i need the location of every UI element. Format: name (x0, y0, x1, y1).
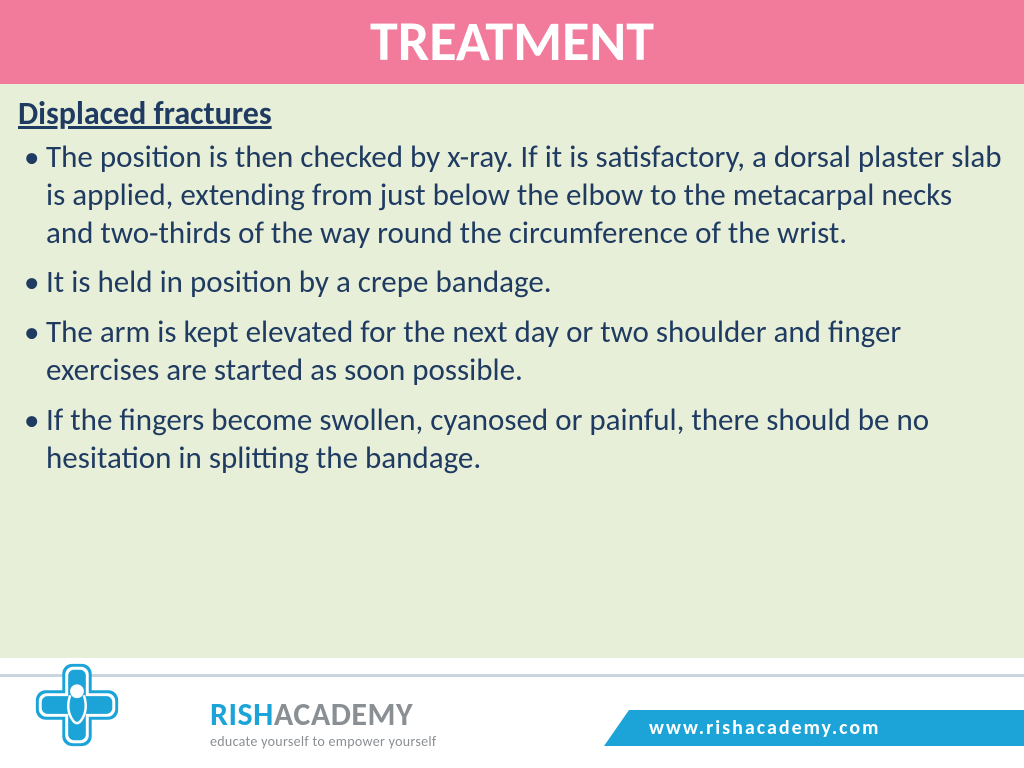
footer: RISHACADEMY educate yourself to empower … (0, 658, 1024, 768)
list-item: It is held in position by a crepe bandag… (18, 264, 1006, 302)
content-area: Displaced fractures The position is then… (0, 84, 1024, 658)
page-title: TREATMENT (370, 8, 654, 76)
footer-stripe (0, 674, 1024, 677)
brand-logo-icon (28, 656, 126, 754)
brand-logo-text: RISHACADEMY educate yourself to empower … (210, 699, 436, 750)
subheading: Displaced fractures (18, 94, 1006, 133)
website-url: www.rishacademy.com (649, 716, 880, 740)
list-item: If the fingers become swollen, cyanosed … (18, 402, 1006, 478)
brand-tagline: educate yourself to empower yourself (210, 733, 436, 750)
brand-word-2: ACADEMY (274, 695, 413, 734)
list-item: The position is then checked by x-ray. I… (18, 139, 1006, 252)
header-band: TREATMENT (0, 0, 1024, 84)
url-ribbon: www.rishacademy.com (604, 710, 1024, 746)
brand-word-1: RISH (210, 695, 274, 734)
brand-name: RISHACADEMY (210, 699, 436, 731)
list-item: The arm is kept elevated for the next da… (18, 314, 1006, 390)
bullet-list: The position is then checked by x-ray. I… (18, 139, 1006, 478)
